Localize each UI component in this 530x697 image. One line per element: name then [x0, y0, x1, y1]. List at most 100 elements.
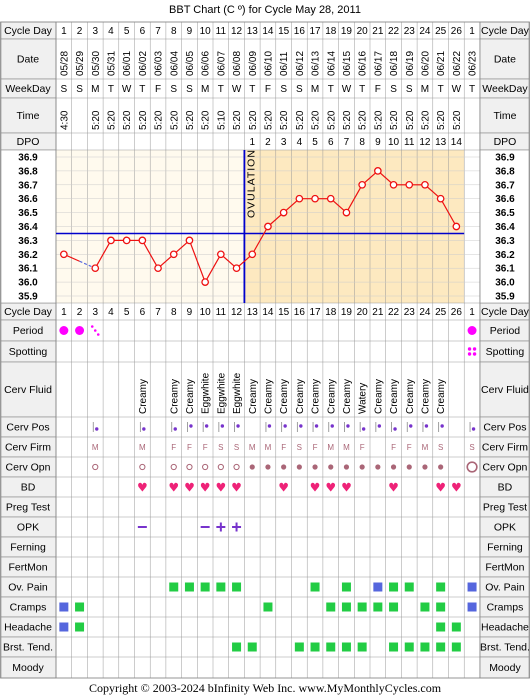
cycle-day-number-bottom: 13 [247, 307, 259, 318]
temp-point [232, 264, 241, 273]
cramps-square [263, 602, 273, 612]
bd-heart: ♥ [435, 481, 446, 495]
weekday-label: S [280, 84, 287, 95]
cerv-fluid-label: Watery [358, 383, 369, 414]
temp-line-segment [345, 184, 363, 213]
cycle-day-number: 22 [388, 26, 400, 37]
temp-point [122, 236, 131, 245]
row-label-bd: BD [21, 482, 36, 494]
cerv-pos-dot [377, 424, 382, 428]
period-spot-dot [96, 333, 100, 336]
cramps-square [420, 602, 430, 612]
cerv-pos-dot [220, 424, 225, 428]
row-label-cerv-pos: Cerv Pos [6, 422, 49, 434]
row-label-cycle-day: Cycle Day [4, 25, 53, 37]
row-label-weekday: WeekDay [5, 83, 51, 95]
cycle-day-number-bottom: 2 [77, 307, 83, 318]
temp-point [59, 250, 68, 259]
cycle-day-number: 1 [61, 26, 67, 37]
ov-pain-square [341, 582, 351, 592]
cerv-opn-medium [249, 464, 255, 470]
temp-point [169, 250, 178, 259]
bd-heart: ♥ [200, 481, 211, 495]
headache-square [451, 622, 461, 632]
cerv-opn-closed [233, 463, 240, 471]
time-label: 4:30 [59, 110, 70, 130]
cerv-opn-medium [328, 464, 334, 470]
cycle-day-number-bottom: 18 [325, 307, 337, 318]
row-label-right-time: Time [493, 110, 516, 122]
cerv-pos-dot [314, 424, 319, 428]
row-label-cycle-day_b: Cycle Day [4, 306, 53, 318]
date-label: 06/08 [232, 51, 243, 76]
time-label: 5:20 [342, 110, 353, 130]
time-label: 5:20 [279, 110, 290, 130]
ov-pain-square [389, 582, 399, 592]
bd-heart: ♥ [137, 481, 148, 495]
ovulation-label: OVULATION [245, 149, 257, 218]
y-tick-label-left: 36.3 [18, 236, 38, 247]
date-label: 06/20 [420, 51, 431, 76]
ov-pain-square [310, 582, 320, 592]
temp-point [107, 236, 115, 245]
weekday-label: W [342, 84, 352, 95]
weekday-label: T [218, 84, 224, 95]
weekday-label: W [232, 84, 242, 95]
spotting-dot [467, 352, 472, 356]
cerv-opn-closed [139, 463, 146, 471]
cycle-day-number-bottom: 20 [357, 307, 369, 318]
cerv-opn-medium [343, 464, 350, 470]
row-label-brst-tend: Brst. Tend. [3, 642, 53, 654]
date-label: 06/01 [122, 51, 133, 76]
temp-line-segment [141, 240, 159, 269]
dpo-label: 12 [419, 137, 431, 148]
cerv-firm-label: M [92, 443, 99, 452]
y-tick-label-right: 36.0 [495, 278, 515, 289]
cycle-day-number-bottom: 16 [294, 307, 306, 318]
row-label-right-period: Period [490, 325, 521, 337]
cycle-day-number-bottom: 19 [341, 307, 353, 318]
ov-pain-square [404, 582, 414, 592]
cramps-square [357, 602, 367, 612]
date-label: 06/07 [216, 51, 227, 76]
cycle-day-number-bottom: 9 [187, 307, 193, 318]
temp-point [279, 208, 288, 217]
date-label: 05/28 [59, 51, 70, 76]
y-tick-label-left: 36.5 [18, 208, 38, 219]
cramps-square [467, 602, 477, 612]
cerv-fluid-label: Creamy [436, 379, 447, 414]
cycle-day-number: 18 [325, 26, 337, 37]
weekday-label: T [249, 84, 255, 95]
row-label-right-ov-pain: Ov. Pain [485, 582, 525, 594]
cerv-opn-closed [217, 463, 224, 471]
cycle-day-number-bottom: 1 [61, 307, 67, 318]
temp-point [264, 222, 272, 231]
date-label: 06/16 [358, 51, 369, 76]
cycle-day-number: 5 [124, 26, 130, 37]
date-label: 06/10 [263, 51, 274, 76]
time-label: 5:20 [122, 110, 133, 130]
time-label: 5:10 [216, 110, 227, 130]
weekday-label: S [76, 84, 83, 95]
y-tick-label-right: 35.9 [495, 292, 515, 303]
ov-pain-square [216, 582, 226, 592]
temp-line-segment [440, 198, 457, 227]
temp-point [217, 250, 225, 259]
brst-tend-square [404, 642, 414, 652]
cerv-firm-label: M [422, 443, 429, 452]
spotting-dot [467, 347, 472, 351]
cerv-fluid-label: Eggwhite [216, 372, 227, 414]
cerv-pos-dot [142, 427, 146, 431]
bd-heart: ♥ [231, 481, 242, 495]
ov-pain-square [200, 582, 210, 592]
bd-heart: ♥ [278, 481, 289, 495]
time-label: 5:20 [389, 110, 400, 130]
time-label: 5:20 [436, 110, 447, 130]
cycle-day-number-bottom: 14 [262, 307, 274, 318]
weekday-label: W [122, 84, 132, 95]
cerv-opn-medium [422, 464, 428, 470]
cerv-firm-label: F [360, 443, 365, 452]
dpo-label: 9 [375, 137, 381, 148]
brst-tend-square [357, 642, 367, 652]
headache-square [436, 622, 446, 632]
